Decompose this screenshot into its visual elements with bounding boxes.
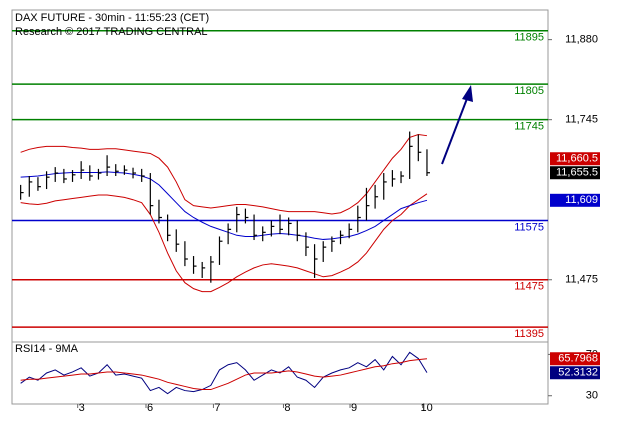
rsi-line bbox=[20, 351, 428, 395]
level-label: 11895 bbox=[514, 32, 544, 44]
x-tick-label: 9 bbox=[351, 402, 357, 414]
chart-title: DAX FUTURE - 30min - 11:55:23 (CET) bbox=[15, 12, 209, 24]
x-tick-label: 7 bbox=[214, 402, 220, 414]
rsi-line bbox=[20, 358, 428, 391]
price-tag bbox=[550, 152, 600, 166]
price-tag-label: 11,655.5 bbox=[556, 167, 598, 179]
chart-subtitle: Research © 2017 TRADING CENTRAL bbox=[15, 26, 208, 38]
trend-arrow bbox=[441, 85, 473, 165]
price-tag bbox=[550, 352, 600, 366]
level-label: 11575 bbox=[514, 221, 544, 233]
price-tag-label: 52.3132 bbox=[558, 367, 598, 379]
indicator-title: RSI14 - 9MA bbox=[15, 343, 79, 355]
level-label: 11395 bbox=[514, 328, 544, 340]
price-tag bbox=[550, 366, 600, 380]
overlay-line bbox=[20, 133, 428, 215]
overlay-line bbox=[20, 171, 428, 240]
price-tag-label: 11,660.5 bbox=[556, 153, 598, 165]
rsi-panel bbox=[11, 341, 549, 405]
x-tick-label: 6 bbox=[147, 402, 153, 414]
plot-layer: 11895 11805 11745 11575 11475 11395 11,880 11,7… bbox=[12, 30, 600, 414]
level-label: 11805 bbox=[514, 85, 544, 97]
level-label: 11745 bbox=[514, 121, 544, 133]
price-tag bbox=[550, 193, 600, 207]
x-tick-label: 8 bbox=[284, 402, 290, 414]
x-tick-label: 3 bbox=[79, 402, 85, 414]
level-label: 11475 bbox=[514, 281, 544, 293]
rsi-tick-label: 30 bbox=[586, 390, 598, 402]
x-tick-label: 10 bbox=[421, 402, 433, 414]
overlay-line bbox=[20, 193, 428, 293]
y-tick-label: 11,880 bbox=[565, 34, 598, 46]
price-tag bbox=[550, 166, 600, 180]
price-tag-label: 11,609 bbox=[565, 194, 598, 206]
y-tick-label: 11,745 bbox=[565, 114, 598, 126]
price-tag-label: 65.7968 bbox=[558, 353, 598, 365]
y-tick-label: 11,475 bbox=[565, 274, 598, 286]
